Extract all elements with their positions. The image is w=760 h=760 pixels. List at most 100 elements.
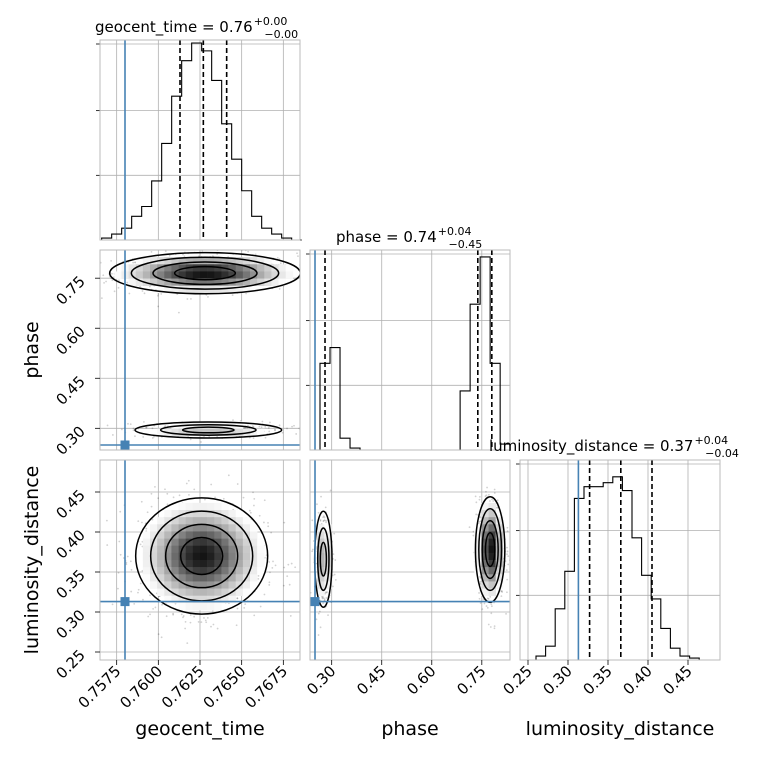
- sample-point: [489, 500, 491, 502]
- sample-point: [286, 427, 288, 430]
- sample-point: [474, 495, 477, 498]
- density-cell: [250, 538, 258, 547]
- sample-point: [283, 521, 286, 524]
- density-cell: [242, 545, 251, 554]
- sample-point: [294, 566, 297, 569]
- sample-point: [268, 430, 271, 433]
- sample-point: [491, 498, 493, 501]
- density-cell: [142, 545, 151, 554]
- density-cell: [250, 531, 258, 539]
- density-cell: [214, 257, 222, 265]
- sample-point: [315, 548, 318, 550]
- sample-point: [283, 566, 286, 569]
- density-cell: [214, 538, 222, 547]
- density-cell: [185, 278, 194, 287]
- density-cell: [164, 531, 172, 539]
- sample-point: [163, 425, 166, 428]
- sample-point: [153, 435, 155, 438]
- sample-point: [274, 428, 276, 431]
- density-cell: [242, 581, 251, 589]
- density-cell: [235, 545, 244, 554]
- sample-point: [151, 437, 154, 439]
- density-cell: [164, 510, 172, 518]
- density-cell: [192, 502, 201, 511]
- density-cell: [250, 574, 258, 582]
- sample-point: [111, 603, 114, 606]
- density-cell: [228, 595, 237, 604]
- density-cell: [200, 271, 208, 279]
- sample-point: [258, 425, 261, 428]
- sample-point: [118, 279, 120, 282]
- density-cell: [207, 524, 215, 532]
- density-cell: [150, 574, 158, 582]
- density-cell: [135, 264, 144, 272]
- joint-content: [100, 460, 300, 660]
- sample-point: [485, 490, 487, 493]
- density-cell: [250, 545, 258, 554]
- density-cell: [192, 278, 201, 287]
- sample-point: [490, 603, 493, 606]
- joint-panel-geocent-time-vs-luminosity-distance: [99, 459, 301, 661]
- title-phase: phase = 0.74+0.04 −0.45: [336, 225, 482, 251]
- sample-point: [334, 559, 337, 561]
- sample-point: [157, 293, 160, 295]
- sample-point: [317, 612, 320, 615]
- density-cell: [192, 517, 201, 525]
- density-cell: [178, 531, 187, 539]
- sample-point: [332, 553, 335, 556]
- sample-point: [325, 591, 328, 594]
- sample-point: [132, 427, 135, 430]
- sample-point: [180, 613, 183, 616]
- density-cell: [257, 271, 265, 279]
- joint-content: [310, 460, 510, 660]
- density-cell: [317, 574, 325, 582]
- sample-point: [325, 597, 328, 599]
- density-cell: [235, 421, 244, 429]
- density-cell: [207, 278, 215, 287]
- x-tick-label: 0.7650: [200, 662, 250, 712]
- density-cell: [235, 271, 244, 279]
- sample-point: [211, 255, 214, 258]
- density-cell: [157, 264, 165, 272]
- sample-point: [271, 566, 274, 569]
- density-cell: [200, 517, 208, 525]
- density-cell: [221, 517, 229, 525]
- density-cell: [164, 257, 172, 265]
- sample-point: [189, 614, 192, 616]
- density-cell: [178, 567, 187, 575]
- density-cell: [178, 428, 187, 437]
- sample-point: [319, 626, 322, 629]
- sample-point: [322, 519, 325, 522]
- density-cell: [207, 531, 215, 539]
- density-cell: [228, 574, 237, 582]
- density-cell: [264, 278, 272, 287]
- density-cell: [488, 502, 497, 511]
- density-cell: [171, 581, 179, 589]
- sample-point: [139, 543, 142, 546]
- density-cell: [214, 545, 222, 554]
- density-cell: [221, 552, 229, 561]
- density-cell: [200, 588, 208, 597]
- sample-point: [324, 592, 327, 595]
- sample-point: [143, 421, 145, 423]
- density-cell: [242, 257, 251, 265]
- density-cell: [264, 271, 272, 279]
- sample-point: [281, 431, 284, 434]
- sample-point: [316, 503, 318, 506]
- density-cell: [207, 567, 215, 575]
- sample-point: [318, 610, 321, 613]
- density-cell: [285, 264, 294, 272]
- density-cell: [128, 264, 137, 272]
- density-cell: [157, 567, 165, 575]
- sample-point: [481, 608, 484, 611]
- sample-point: [184, 627, 187, 630]
- density-cell: [221, 567, 229, 575]
- sample-point: [472, 530, 475, 533]
- density-cell: [178, 602, 187, 611]
- sample-point: [72, 270, 74, 272]
- density-cell: [214, 567, 222, 575]
- sample-point: [479, 577, 482, 579]
- sample-point: [105, 280, 107, 283]
- sample-point: [134, 261, 136, 264]
